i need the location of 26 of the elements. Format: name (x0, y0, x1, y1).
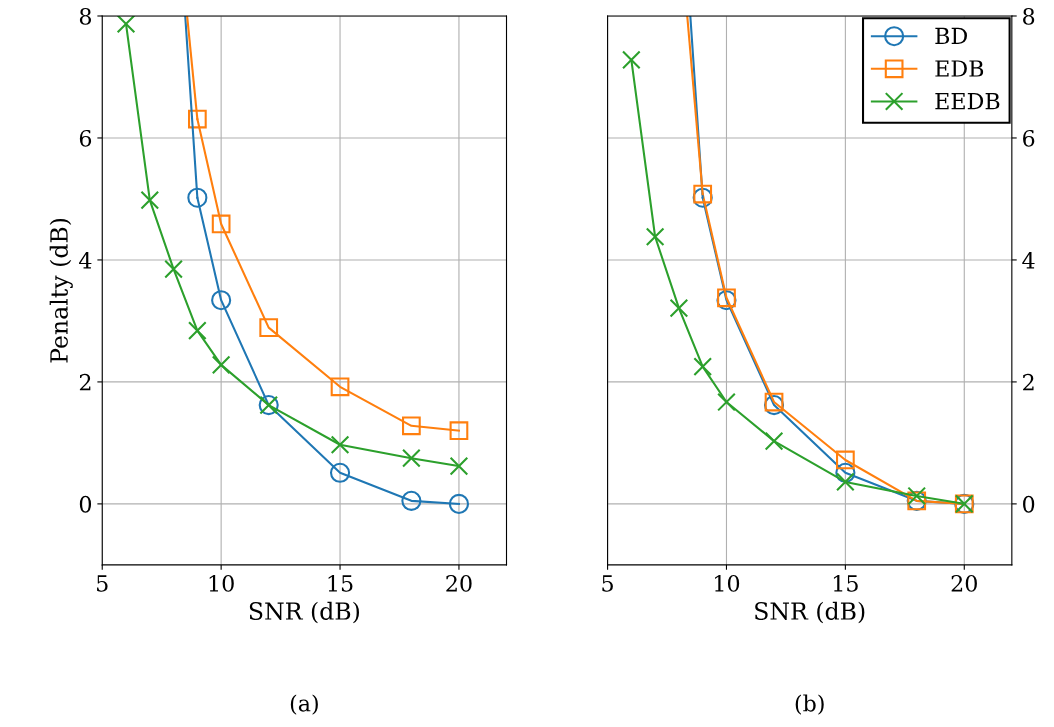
legend-label: EEDB (935, 93, 1000, 110)
x-tick-label: 20 (951, 574, 977, 592)
y-tick-label: 4 (79, 251, 92, 269)
y-tick-label: 8 (79, 7, 92, 25)
x-tick-label: 5 (602, 575, 613, 592)
x-axis-title: SNR (dB) (249, 601, 360, 624)
y-tick-label: 2 (79, 373, 91, 391)
y2-tick-label: 6 (1023, 129, 1035, 147)
y-tick-label: 0 (79, 495, 92, 513)
x-tick-label: 10 (209, 574, 234, 592)
x-tick-label: 20 (446, 574, 472, 592)
y2-tick-label: 2 (1023, 373, 1034, 391)
x-tick-label: 15 (833, 574, 858, 592)
y2-tick-label: 0 (1023, 495, 1035, 513)
legend-label: BD (935, 27, 968, 44)
x-tick-label: 10 (715, 574, 740, 592)
x-tick-label: 15 (328, 574, 353, 592)
x-tick-label: 5 (97, 575, 108, 592)
legend-label: EDB (935, 60, 984, 77)
y-axis-title: Penalty (dB) (49, 218, 73, 363)
text: (b) (795, 694, 824, 715)
y2-tick-label: 4 (1022, 251, 1035, 269)
y-tick-label: 6 (79, 129, 92, 147)
text: (a) (290, 694, 318, 715)
y2-tick-label: 8 (1023, 7, 1035, 25)
x-axis-title: SNR (dB) (755, 601, 865, 624)
